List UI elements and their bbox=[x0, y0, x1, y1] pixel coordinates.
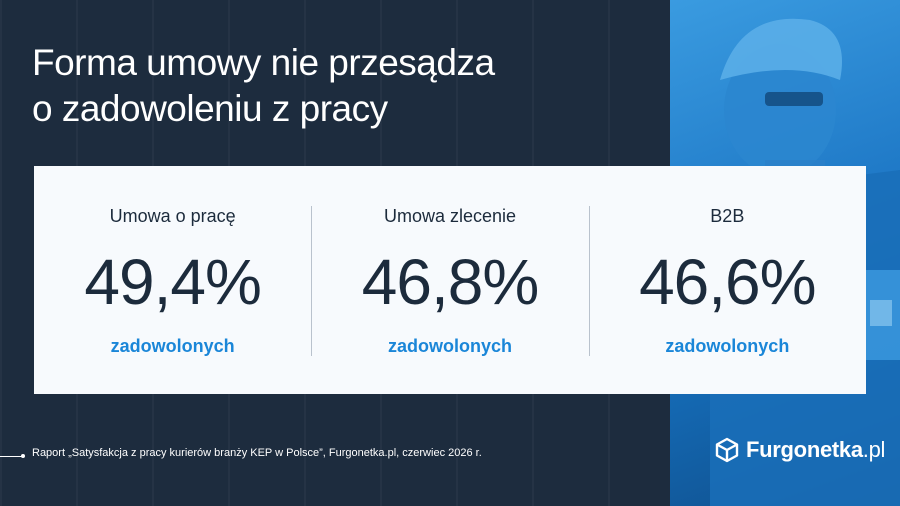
furgonetka-logo: Furgonetka.pl bbox=[714, 437, 885, 463]
box-logo-icon bbox=[715, 437, 739, 463]
stats-card: Umowa o pracę 49,4% zadowolonych Umowa z… bbox=[34, 166, 866, 394]
footer-dot bbox=[21, 454, 25, 458]
stat-umowa-o-prace: Umowa o pracę 49,4% zadowolonych bbox=[34, 166, 311, 394]
stat-label: Umowa zlecenie bbox=[383, 206, 517, 226]
title-line-1: Forma umowy nie przesądza bbox=[32, 42, 495, 83]
source-note: Raport „Satysfakcja z pracy kurierów bra… bbox=[32, 447, 482, 459]
stat-label: B2B bbox=[710, 206, 745, 226]
logo-domain: .pl bbox=[862, 437, 886, 462]
stat-value: 46,6% bbox=[639, 246, 816, 318]
stat-value: 46,8% bbox=[361, 246, 539, 318]
title-line-2: o zadowoleniu z pracy bbox=[32, 88, 388, 129]
stat-b2b: B2B 46,6% zadowolonych bbox=[588, 166, 866, 394]
stat-label: Umowa o pracę bbox=[109, 206, 236, 226]
logo-wordmark: Furgonetka.pl bbox=[746, 437, 885, 463]
stat-umowa-zlecenie: Umowa zlecenie 46,8% zadowolonych bbox=[311, 166, 588, 394]
stat-sublabel: zadowolonych bbox=[665, 336, 790, 356]
stat-sublabel: zadowolonych bbox=[387, 336, 512, 356]
footer-divider bbox=[0, 456, 22, 457]
stat-sublabel: zadowolonych bbox=[110, 336, 235, 356]
page-title: Forma umowy nie przesądza o zadowoleniu … bbox=[32, 40, 652, 132]
logo-name: Furgonetka bbox=[746, 437, 863, 462]
stat-value: 49,4% bbox=[84, 246, 261, 318]
